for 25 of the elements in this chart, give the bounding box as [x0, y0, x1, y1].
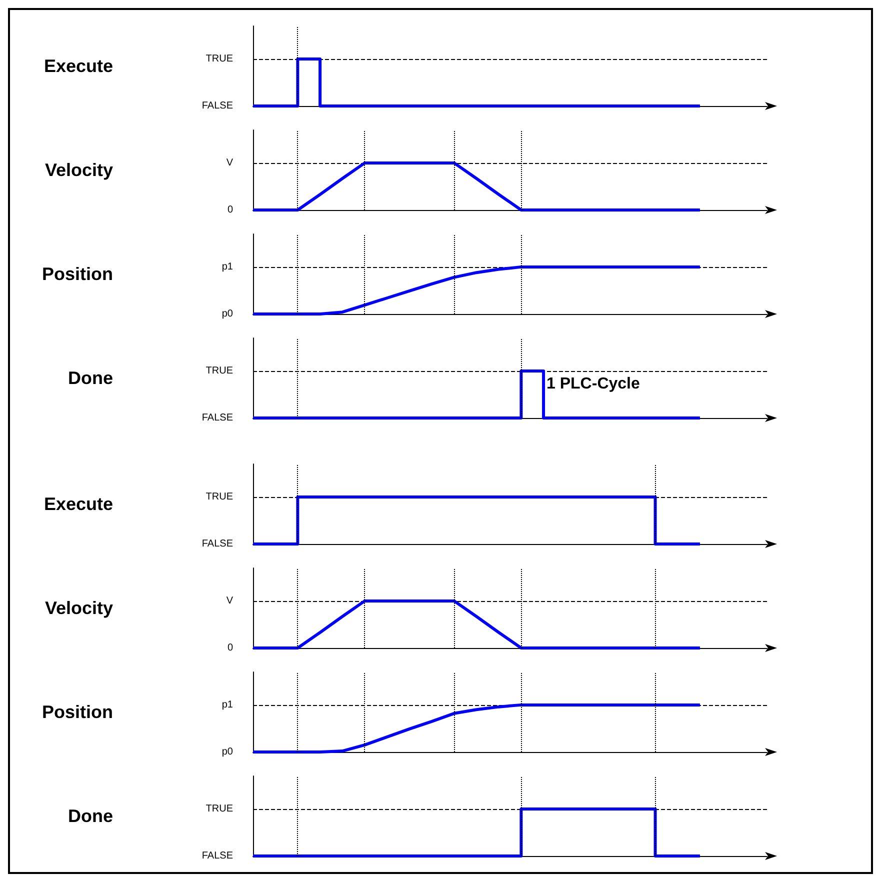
text: V	[226, 157, 234, 168]
text: 0	[227, 642, 234, 654]
text: TRUE	[206, 365, 234, 376]
y-axis-title: Position	[42, 264, 113, 284]
text: TRUE	[206, 803, 234, 814]
y-axis-title: Velocity	[44, 598, 113, 618]
text: V	[226, 595, 234, 606]
text: FALSE	[202, 412, 234, 424]
text: FALSE	[202, 100, 234, 112]
text: 0	[227, 204, 234, 216]
y-axis-title: Execute	[44, 494, 113, 514]
text: TRUE	[206, 53, 234, 64]
y-axis-title: Execute	[44, 56, 113, 76]
text: FALSE	[202, 538, 234, 550]
text: p0	[222, 308, 234, 320]
y-axis-title: Done	[68, 368, 113, 388]
annotation: 1 PLC-Cycle	[546, 376, 640, 392]
text: p0	[222, 746, 234, 758]
text: p1	[222, 699, 234, 710]
text: p1	[222, 261, 234, 272]
y-axis-title: Done	[68, 806, 113, 826]
text: FALSE	[202, 850, 234, 862]
y-axis-title: Position	[42, 702, 113, 722]
y-axis-title: Velocity	[44, 160, 113, 180]
text: TRUE	[206, 491, 234, 502]
